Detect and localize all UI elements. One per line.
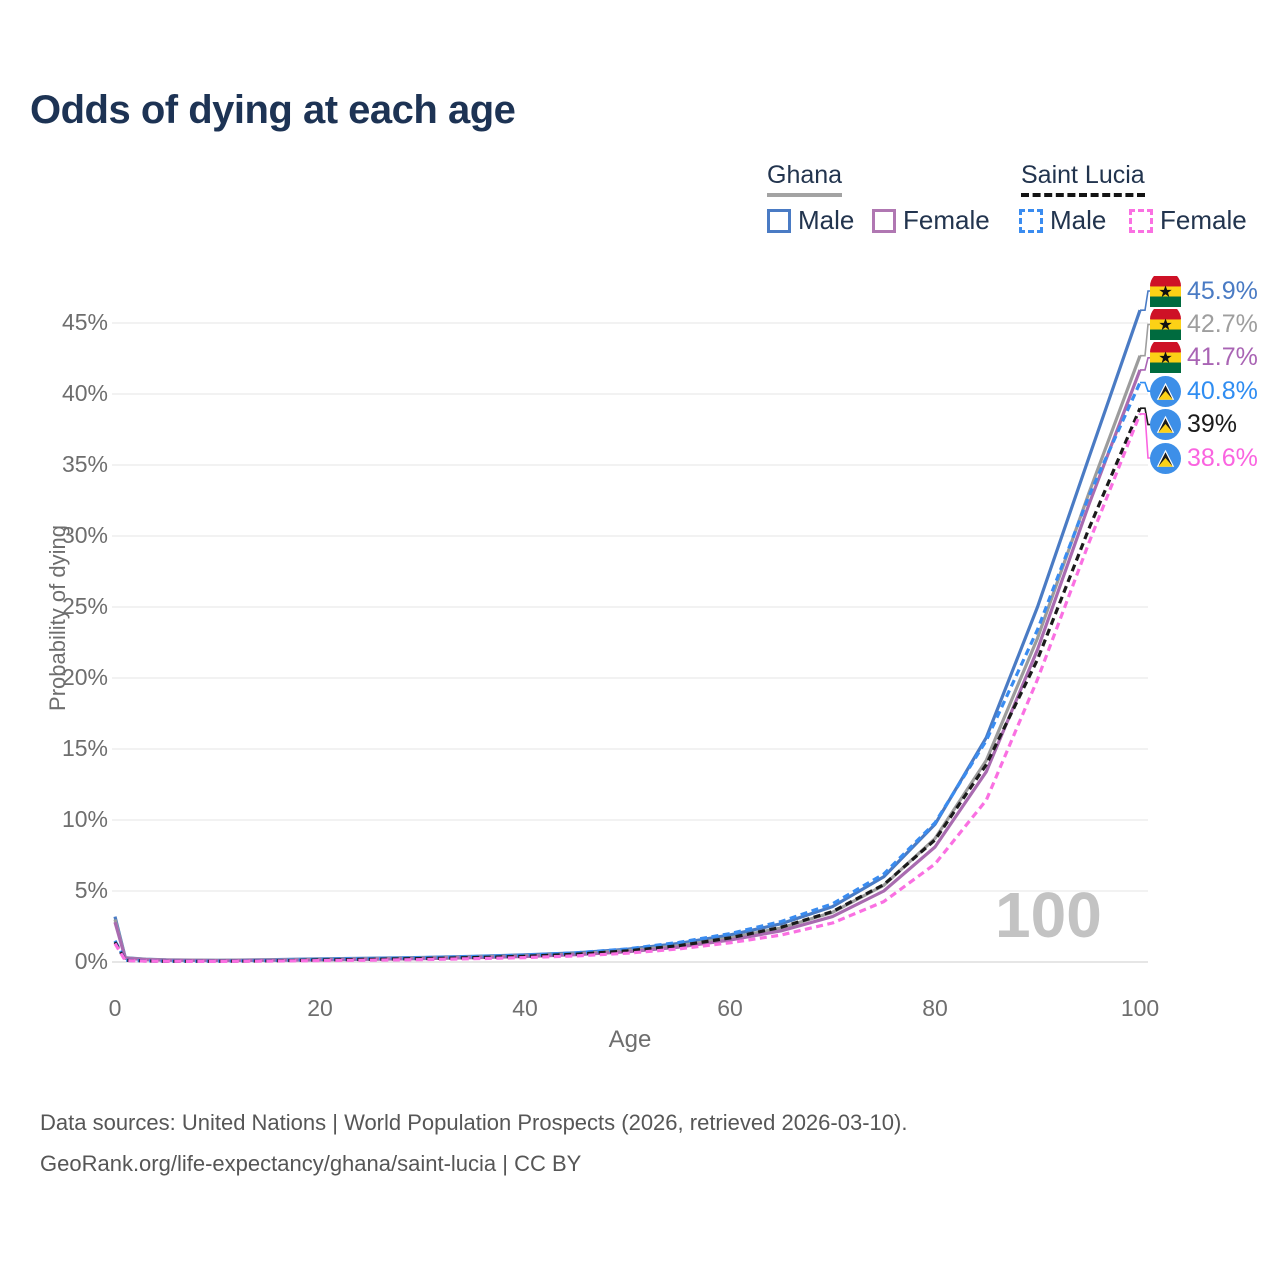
y-tick-label: 40%: [61, 380, 108, 406]
legend-item-saint-lucia-male[interactable]: Male: [1019, 205, 1106, 236]
end-label-connector: [1140, 381, 1151, 393]
y-tick-label: 20%: [61, 664, 108, 690]
end-label-row-ghana_male: 45.9%: [1150, 275, 1258, 307]
watermark-age-100: 100: [995, 879, 1102, 951]
legend-group-ghana: Ghana: [767, 161, 843, 197]
end-label-connector: [1140, 290, 1151, 312]
chart-plot-area: [112, 290, 1151, 964]
x-axis-title: Age: [608, 1026, 652, 1053]
x-tick-label: 0: [108, 995, 122, 1021]
y-tick-label: 45%: [61, 309, 108, 335]
series-line-ghana_male: [113, 309, 1142, 962]
end-label-connector: [1140, 413, 1151, 459]
series-line-sl_male: [113, 381, 1142, 963]
legend-item-ghana-male[interactable]: Male: [767, 205, 854, 236]
legend-label: Female: [903, 205, 990, 235]
legend-label: Male: [798, 205, 855, 235]
y-tick-label: 25%: [61, 593, 108, 619]
series-line-sl_both: [113, 407, 1142, 963]
end-label-row-ghana_female: 41.7%: [1150, 342, 1258, 374]
legend-group-saint-lucia: Saint Lucia: [1021, 161, 1145, 197]
series-line-ghana_both: [113, 355, 1142, 963]
x-tick-label: 80: [922, 995, 948, 1021]
end-label-value: 41.7%: [1187, 343, 1258, 372]
saint-lucia-flag-icon: [1150, 442, 1181, 474]
end-label-connector: [1140, 407, 1151, 426]
y-tick-label: 30%: [61, 522, 108, 548]
end-label-connector: [1140, 323, 1151, 357]
end-label-value: 40.8%: [1187, 376, 1258, 405]
saint-lucia-male-swatch-icon: [1019, 208, 1043, 233]
end-label-row-sl_both: 39%: [1150, 409, 1237, 441]
ghana-flag-icon: [1150, 308, 1181, 340]
series-line-ghana_female: [113, 369, 1142, 963]
end-label-row-ghana_both: 42.7%: [1150, 308, 1258, 340]
y-tick-label: 0%: [74, 948, 108, 974]
ghana-male-swatch-icon: [767, 208, 791, 233]
x-tick-label: 20: [307, 995, 333, 1021]
saint-lucia-flag-icon: [1150, 409, 1181, 441]
x-tick-label: 60: [717, 995, 743, 1021]
y-tick-label: 15%: [61, 735, 108, 761]
ghana-female-swatch-icon: [872, 208, 896, 233]
x-tick-label: 100: [1120, 995, 1160, 1021]
legend-label: Male: [1050, 205, 1107, 235]
legend-item-ghana-female[interactable]: Female: [872, 205, 990, 236]
end-label-value: 38.6%: [1187, 443, 1258, 472]
page-title: Odds of dying at each age: [30, 88, 516, 132]
end-label-connector: [1140, 356, 1151, 371]
end-label-row-sl_female: 38.6%: [1150, 442, 1258, 474]
ghana-flag-icon: [1150, 275, 1181, 307]
end-label-value: 45.9%: [1187, 276, 1258, 305]
y-tick-label: 5%: [74, 877, 108, 903]
attribution-link-text[interactable]: GeoRank.org/life-expectancy/ghana/saint-…: [40, 1151, 582, 1176]
saint-lucia-flag-icon: [1150, 375, 1181, 407]
end-label-value: 39%: [1187, 410, 1238, 439]
x-tick-label: 40: [512, 995, 538, 1021]
end-label-value: 42.7%: [1187, 309, 1258, 338]
series-line-sl_female: [113, 413, 1142, 964]
ghana-flag-icon: [1150, 342, 1181, 374]
saint-lucia-female-swatch-icon: [1129, 208, 1153, 233]
y-tick-label: 35%: [61, 451, 108, 477]
end-label-row-sl_male: 40.8%: [1150, 375, 1258, 407]
data-sources-text: Data sources: United Nations | World Pop…: [40, 1110, 908, 1135]
legend-label: Female: [1160, 205, 1247, 235]
legend-item-saint-lucia-female[interactable]: Female: [1129, 205, 1247, 236]
y-tick-label: 10%: [61, 806, 108, 832]
